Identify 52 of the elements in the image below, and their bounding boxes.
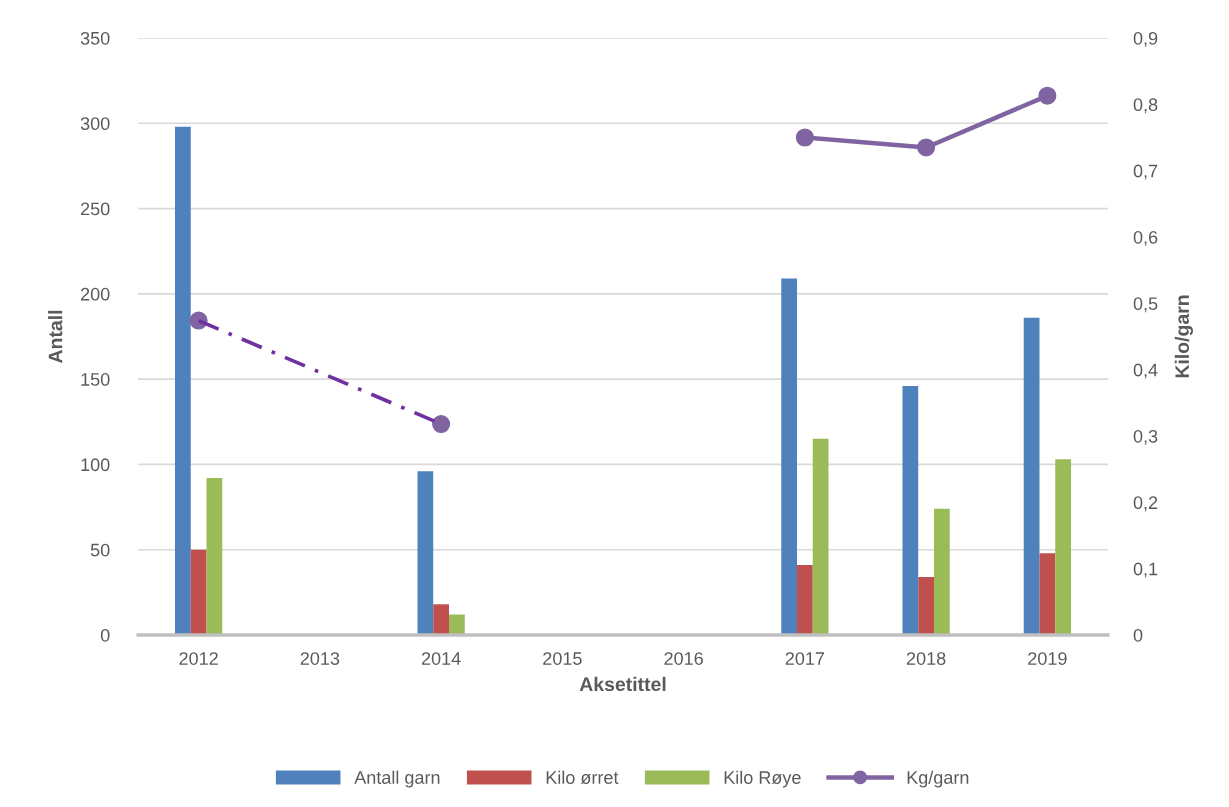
bar <box>902 385 919 635</box>
y2-tick-label: 0,3 <box>1133 429 1158 445</box>
legend-label: Kilo ørret <box>546 770 619 785</box>
y-tick-label: 350 <box>80 31 110 45</box>
y-axis-title: Antall <box>48 310 63 364</box>
x-tick-label: 2014 <box>421 652 461 665</box>
y-tick-label: 150 <box>81 373 110 386</box>
x-axis-title: Aksetittel <box>579 676 666 692</box>
y2-tick-label: 0,1 <box>1133 562 1158 578</box>
bar <box>449 614 465 635</box>
point <box>795 128 814 147</box>
y-tick-label: 250 <box>81 202 110 216</box>
bar <box>918 577 935 635</box>
bar <box>796 565 813 635</box>
y2-tick-label: 0 <box>1133 628 1143 642</box>
point <box>1038 86 1057 105</box>
y2-tick-label: 0,8 <box>1133 98 1158 114</box>
y2-tick-label: 0,5 <box>1133 297 1158 313</box>
legend-label: Kilo Røye <box>724 770 801 788</box>
y-tick-label: 50 <box>90 543 110 557</box>
x-tick-label: 2019 <box>1028 652 1067 665</box>
y2-tick-label: 0,6 <box>1133 230 1158 246</box>
bar <box>190 549 207 635</box>
x-tick-label: 2015 <box>543 652 582 665</box>
y2-axis-title: Kilo/garn <box>1174 295 1193 378</box>
y-tick-label: 300 <box>80 117 110 131</box>
bar <box>934 508 950 635</box>
y-tick-label: 100 <box>81 458 110 472</box>
x-tick-label: 2012 <box>179 652 218 665</box>
y-tick-label: 200 <box>81 287 110 301</box>
y-tick-label: 0 <box>100 628 110 642</box>
bar <box>206 478 223 635</box>
bar <box>433 604 450 635</box>
legend-label: Kg/garn <box>907 770 969 788</box>
point <box>917 138 936 157</box>
bar <box>1039 553 1056 635</box>
y2-tick-label: 0,2 <box>1133 496 1158 512</box>
bar <box>1023 317 1040 635</box>
point <box>432 415 451 434</box>
bar <box>812 438 829 635</box>
bar <box>1055 459 1072 635</box>
x-tick-label: 2013 <box>300 652 340 665</box>
y2-tick-label: 0,7 <box>1133 164 1158 180</box>
bar <box>781 278 797 635</box>
x-tick-label: 2016 <box>664 652 703 665</box>
y2-tick-label: 0,9 <box>1133 31 1158 47</box>
bar <box>174 126 191 635</box>
x-tick-label: 2017 <box>785 652 825 665</box>
x-tick-label: 2018 <box>906 652 946 665</box>
legend-label: Antall garn <box>354 770 440 788</box>
y2-tick-label: 0,4 <box>1133 363 1158 379</box>
bar <box>417 471 434 635</box>
